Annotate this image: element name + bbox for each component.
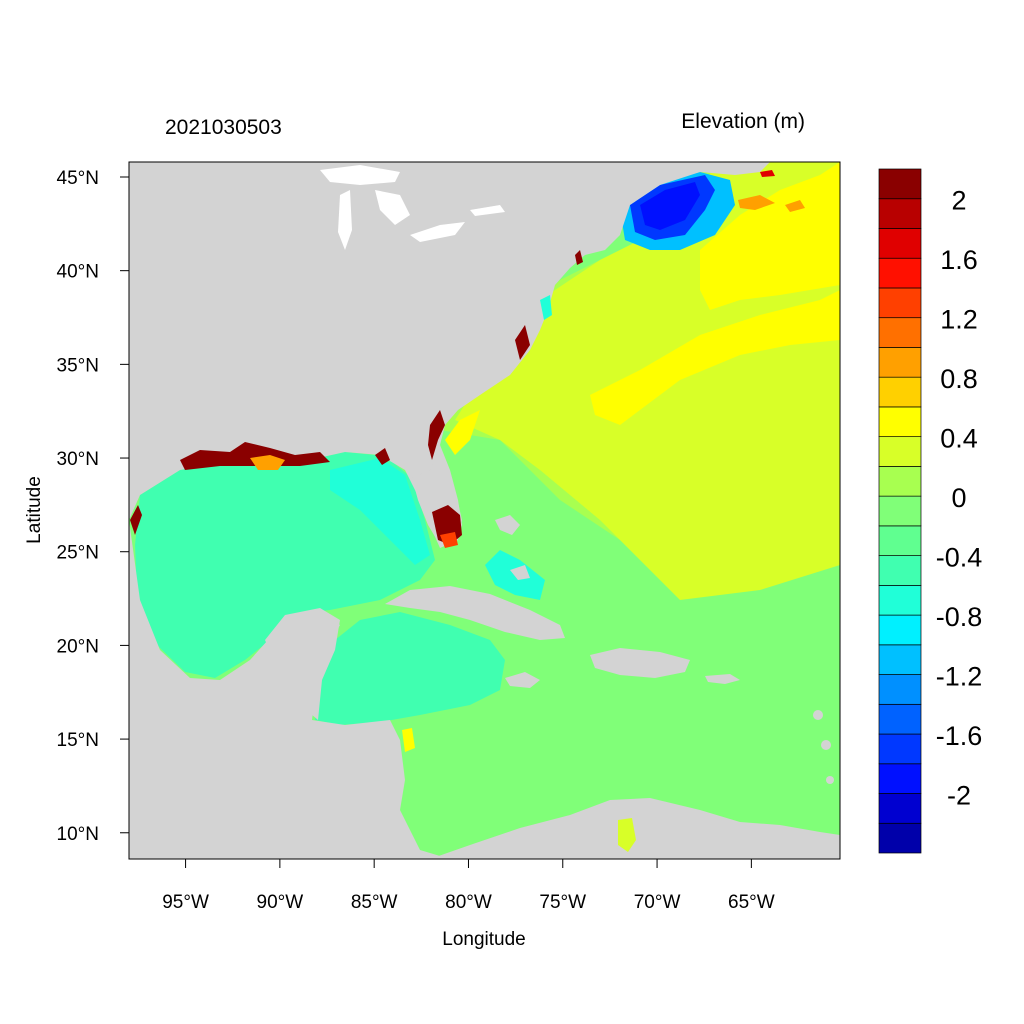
high-gulf-of-maine-orange [738, 195, 805, 212]
colorbar-label: -1.6 [936, 721, 983, 751]
colorbar-box [878, 228, 922, 259]
land-lesser-antilles-2 [821, 740, 831, 750]
lake-erie [410, 222, 465, 242]
colorbar-label: -0.8 [936, 602, 983, 632]
colorbar-label: -0.4 [936, 543, 983, 573]
colorbar-box [878, 525, 922, 556]
ocean-atlantic-06-band [590, 290, 840, 425]
x-axis-label: Longitude [442, 929, 525, 950]
lake-superior [320, 165, 400, 185]
colorbar-box [878, 347, 922, 378]
lake-michigan [338, 190, 352, 250]
ocean-gulf-lakes-edge [540, 295, 552, 320]
x-tick-label: 80°W [445, 892, 492, 913]
x-tick-label: 90°W [257, 892, 304, 913]
x-axis-ticks: 95°W 90°W 85°W 80°W 75°W 70°W 65°W [162, 859, 775, 913]
right-string: Elevation (m) [681, 110, 805, 133]
y-tick-label: 35°N [57, 355, 99, 376]
colorbar-box [878, 257, 922, 289]
y-tick-label: 30°N [57, 449, 99, 470]
colorbar-box [878, 376, 922, 408]
land-lesser-antilles-3 [826, 776, 834, 784]
colorbar-label: 0.4 [940, 424, 978, 454]
colorbar-labels: -2 -1.6 -1.2 -0.8 -0.4 0 0.4 0.8 1.2 1.6 2 [936, 186, 983, 811]
colorbar-box [878, 614, 922, 646]
land-lesser-antilles-1 [813, 710, 823, 720]
y-axis-label: Latitude [24, 476, 45, 544]
land-cuba [385, 586, 565, 640]
colorbar-box [878, 287, 922, 319]
y-tick-label: 40°N [57, 262, 99, 283]
colorbar-box [878, 466, 922, 497]
lake-maracaibo [618, 818, 636, 852]
y-tick-label: 15°N [57, 730, 99, 751]
high-nova-scotia [760, 170, 775, 177]
colorbar-label: -2 [947, 781, 971, 811]
land-yucatan [265, 608, 340, 720]
colorbar [878, 168, 922, 854]
colorbar-box [878, 793, 922, 824]
high-south-florida-edge [440, 532, 458, 548]
colorbar-box [878, 674, 922, 705]
colorbar-box [878, 317, 922, 348]
y-tick-label: 20°N [57, 636, 99, 657]
y-tick-label: 10°N [57, 824, 99, 845]
ocean-gulfstream-06 [445, 410, 480, 455]
lake-huron [375, 190, 410, 225]
colorbar-label: 1.2 [940, 305, 978, 335]
lake-ontario [470, 205, 505, 216]
y-axis-ticks: 45°N 40°N 35°N 30°N 25°N 20°N 15°N 10°N [57, 168, 129, 845]
land-bahamas [495, 515, 530, 580]
left-string: 2021030503 [165, 116, 282, 139]
colorbar-box [878, 555, 922, 586]
land-hispaniola [590, 648, 690, 678]
x-tick-label: 65°W [728, 892, 775, 913]
ocean-atlantic-06-north [700, 162, 840, 310]
high-gulf-coast [130, 442, 390, 535]
x-tick-label: 95°W [162, 892, 209, 913]
colorbar-label: -1.2 [936, 662, 983, 692]
colorbar-box [878, 198, 922, 229]
colorbar-label: 0.8 [940, 364, 978, 394]
colorbar-label: 1.6 [940, 245, 978, 275]
central-america-yellow [402, 728, 415, 752]
y-tick-label: 45°N [57, 168, 99, 189]
colorbar-box [878, 168, 922, 200]
colorbar-box [878, 584, 922, 616]
colorbar-box [878, 406, 922, 438]
colorbar-box [878, 763, 922, 794]
plot-frame [128, 161, 841, 860]
ocean-caribbean-west [315, 612, 505, 725]
ocean-gulf-of-maine-neg3 [640, 182, 700, 230]
colorbar-box [878, 822, 922, 854]
colorbar-label: 2 [951, 186, 966, 216]
colorbar-label: 0 [951, 483, 966, 513]
x-tick-label: 70°W [634, 892, 681, 913]
colorbar-box [878, 495, 922, 527]
x-tick-label: 85°W [351, 892, 398, 913]
high-louisiana-mixed [250, 455, 285, 470]
x-tick-label: 75°W [539, 892, 586, 913]
ocean-gulf-east [330, 458, 430, 565]
colorbar-box [878, 436, 922, 467]
land-puerto-rico [705, 674, 740, 684]
colorbar-box [878, 644, 922, 675]
colorbar-box [878, 703, 922, 735]
land-south-america [430, 798, 840, 859]
land-north-america [129, 162, 770, 548]
y-tick-label: 25°N [57, 543, 99, 564]
colorbar-box [878, 733, 922, 765]
land-jamaica [505, 672, 540, 688]
map-plot [129, 162, 840, 859]
